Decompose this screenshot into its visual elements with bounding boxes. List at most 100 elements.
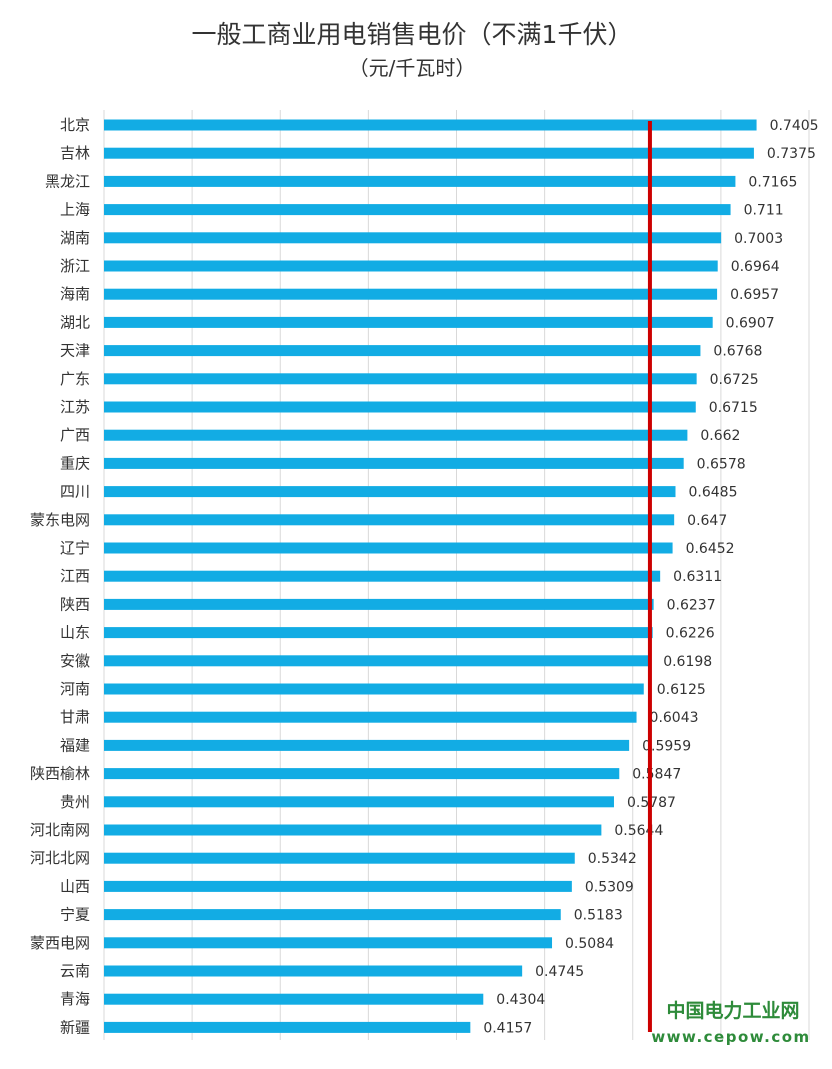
value-labels: 0.7405 0.7375 0.7165 0.711 0.7003 0.6964 0.695… [483, 118, 818, 1036]
data-label: 0.5644 [614, 823, 663, 839]
bar [104, 880, 572, 892]
bar [104, 909, 561, 921]
data-label: 0.6311 [673, 569, 722, 585]
data-label: 0.6964 [731, 259, 780, 275]
watermark-url: www.cepow.com [651, 1028, 810, 1046]
data-label: 0.5183 [574, 908, 623, 924]
data-label: 0.4745 [535, 964, 584, 980]
watermark-name: 中国电力工业网 [666, 999, 799, 1022]
bar [104, 965, 523, 977]
bar [104, 288, 718, 300]
category-label: 安徽 [60, 652, 90, 670]
category-label: 河南 [60, 680, 90, 698]
bar [104, 598, 654, 610]
bar [104, 655, 651, 667]
data-label: 0.662 [700, 428, 740, 444]
category-label: 北京 [60, 116, 90, 134]
category-label: 广东 [60, 370, 90, 388]
category-label: 新疆 [60, 1018, 90, 1036]
category-label: 福建 [60, 736, 90, 754]
bar [104, 542, 673, 554]
bar [104, 796, 614, 808]
bar [104, 316, 713, 328]
category-label: 辽宁 [60, 539, 90, 557]
category-label: 广西 [60, 426, 90, 444]
bar [104, 937, 553, 949]
category-label: 蒙东电网 [30, 511, 90, 529]
data-label: 0.5959 [642, 738, 691, 754]
bar [104, 486, 676, 498]
category-label: 河北北网 [30, 849, 90, 867]
category-labels: 北京吉林黑龙江上海湖南浙江海南湖北天津广东江苏广西重庆四川蒙东电网辽宁江西陕西山… [30, 116, 90, 1036]
data-label: 0.6957 [730, 287, 779, 303]
category-label: 贵州 [60, 793, 90, 811]
data-label: 0.4157 [483, 1020, 532, 1036]
bar [104, 570, 661, 582]
data-label: 0.6226 [666, 626, 715, 642]
category-label: 陕西 [60, 595, 90, 613]
bar [104, 119, 757, 131]
bar [104, 204, 731, 216]
bar [104, 824, 602, 836]
category-label: 天津 [60, 342, 90, 360]
bar [104, 457, 684, 469]
data-label: 0.711 [744, 203, 784, 219]
data-label: 0.5309 [585, 879, 634, 895]
data-label: 0.6578 [697, 456, 746, 472]
category-label: 蒙西电网 [30, 934, 90, 952]
bars [104, 119, 757, 1033]
category-label: 江西 [60, 567, 90, 585]
bar [104, 175, 736, 187]
data-label: 0.5084 [565, 936, 614, 952]
data-label: 0.6452 [686, 541, 735, 557]
category-label: 青海 [60, 990, 90, 1008]
bar [104, 373, 697, 385]
category-label: 吉林 [60, 144, 90, 162]
bar [104, 683, 644, 695]
bar [104, 993, 484, 1005]
category-label: 黑龙江 [45, 172, 90, 190]
bar [104, 627, 653, 639]
category-label: 云南 [60, 962, 90, 980]
category-label: 重庆 [60, 454, 90, 472]
bar [104, 768, 620, 780]
data-label: 0.6725 [710, 372, 759, 388]
category-label: 上海 [60, 201, 90, 219]
data-label: 0.6043 [650, 710, 699, 726]
data-label: 0.7165 [748, 174, 797, 190]
category-label: 海南 [60, 285, 90, 303]
category-label: 山东 [60, 624, 90, 642]
data-label: 0.6198 [663, 654, 712, 670]
bar [104, 739, 630, 751]
category-label: 浙江 [60, 257, 90, 275]
bar [104, 514, 675, 526]
data-label: 0.6907 [726, 315, 775, 331]
bar [104, 429, 688, 441]
data-label: 0.6768 [713, 344, 762, 360]
category-label: 湖北 [60, 313, 90, 331]
bar [104, 232, 722, 244]
category-label: 山西 [60, 877, 90, 895]
data-label: 0.647 [687, 513, 727, 529]
bar [104, 147, 754, 159]
category-label: 陕西榆林 [30, 765, 90, 783]
category-label: 甘肃 [60, 708, 90, 726]
data-label: 0.5342 [588, 851, 637, 867]
bar [104, 345, 701, 357]
data-label: 0.6125 [657, 682, 706, 698]
bar [104, 260, 718, 272]
category-label: 四川 [60, 483, 90, 501]
category-label: 江苏 [60, 398, 90, 416]
data-label: 0.7405 [770, 118, 819, 134]
data-label: 0.5847 [632, 767, 681, 783]
chart-subtitle: （元/千瓦时） [349, 56, 476, 80]
data-label: 0.7375 [767, 146, 816, 162]
data-label: 0.7003 [734, 231, 783, 247]
category-label: 河北南网 [30, 821, 90, 839]
category-label: 湖南 [60, 229, 90, 247]
chart-title: 一般工商业用电销售电价（不满1千伏） [192, 20, 633, 49]
bar [104, 1021, 471, 1033]
data-label: 0.6715 [709, 400, 758, 416]
